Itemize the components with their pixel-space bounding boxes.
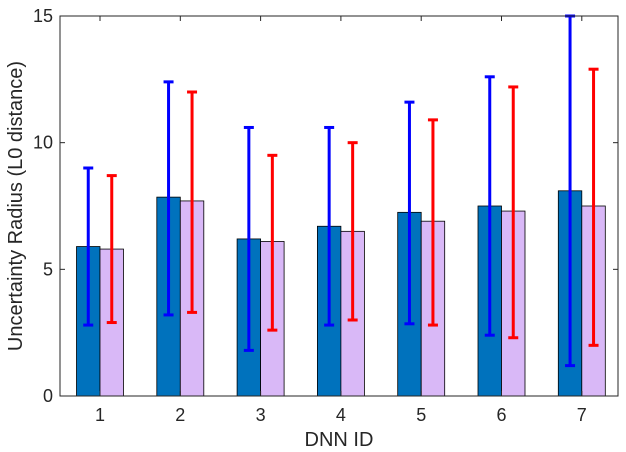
error-bar-s2-6	[508, 85, 519, 340]
ticks-layer: 1 2 3 4 5 6 7 0 5 10 15	[33, 6, 618, 425]
error-bar-s2-3	[267, 153, 278, 332]
x-tick-label-4: 4	[336, 405, 346, 425]
error-bar-s2-5	[427, 118, 438, 327]
x-tick-label-2: 2	[175, 405, 185, 425]
x-tick-label-1: 1	[95, 405, 105, 425]
error-bar-s1-2	[163, 80, 174, 317]
error-bar-s1-3	[243, 125, 254, 352]
x-axis-label: DNN ID	[305, 429, 374, 451]
error-bar-s1-5	[404, 100, 415, 326]
error-bar-s1-1	[83, 166, 94, 327]
x-tick-label-6: 6	[496, 405, 506, 425]
y-tick-label-0: 0	[43, 386, 53, 406]
axes-box	[59, 15, 619, 397]
error-bar-s1-6	[484, 75, 495, 337]
y-tick-label-5: 5	[43, 259, 53, 279]
error-bar-s2-7	[588, 67, 599, 347]
x-tick-label-5: 5	[416, 405, 426, 425]
y-axis-label: Uncertainty Radius (L0 distance)	[5, 61, 27, 351]
error-bar-s2-1	[106, 174, 117, 325]
y-tick-label-10: 10	[33, 133, 53, 153]
error-bar-s2-4	[347, 141, 358, 322]
x-tick-label-3: 3	[256, 405, 266, 425]
error-bar-s1-4	[324, 125, 335, 327]
error-bars-layer	[83, 14, 599, 368]
x-tick-label-7: 7	[577, 405, 587, 425]
y-tick-label-15: 15	[33, 6, 53, 26]
error-bar-s2-2	[187, 90, 198, 314]
